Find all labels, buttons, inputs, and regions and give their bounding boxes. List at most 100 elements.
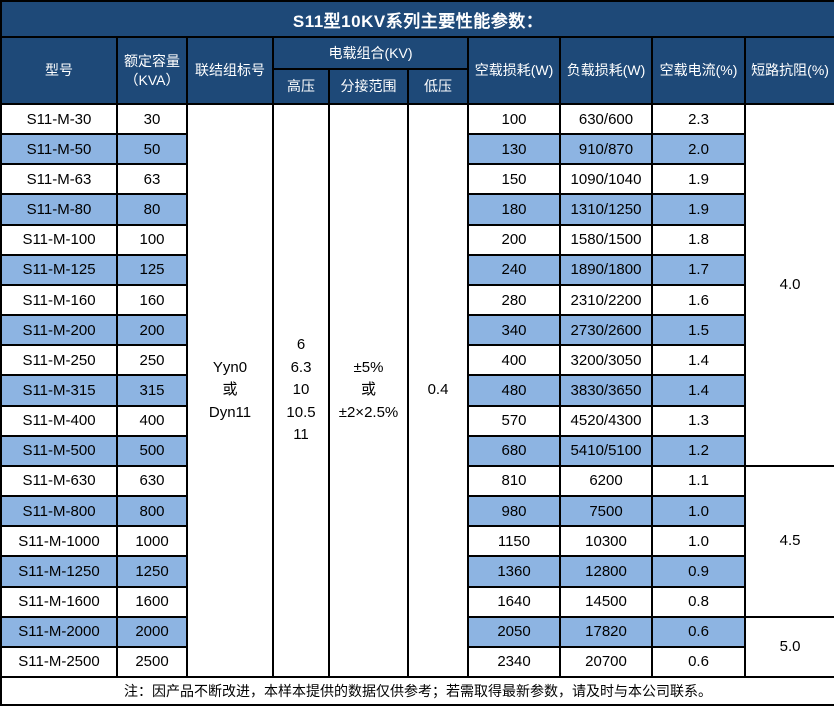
table-row: S11-M-200 200 340 2730/2600 1.5 — [0, 314, 834, 347]
col-header-impedance: 短路抗阻(%) — [743, 36, 834, 105]
capacity-cell: 800 — [116, 495, 188, 528]
no-load-loss-cell: 680 — [467, 434, 561, 467]
col-header-tap-range: 分接范围 — [328, 68, 409, 105]
no-load-loss-cell: 480 — [467, 374, 561, 407]
model-cell: S11-M-1600 — [0, 585, 118, 618]
title-row: S11型10KV系列主要性能参数： — [0, 0, 834, 38]
table-body: S11-M-30 30 Yyn0 或 Dyn11 6 6.3 10 10.5 11 ±5… — [0, 102, 834, 679]
load-loss-cell: 17820 — [559, 615, 653, 648]
table-row: S11-M-800 800 980 7500 1.0 — [0, 495, 834, 528]
capacity-cell: 80 — [116, 193, 188, 226]
no-load-current-cell: 1.0 — [651, 525, 746, 558]
capacity-cell: 63 — [116, 163, 188, 196]
load-loss-cell: 1580/1500 — [559, 223, 653, 256]
impedance-cell: 4.0 — [743, 103, 834, 467]
no-load-current-cell: 1.5 — [651, 314, 746, 347]
capacity-cell: 200 — [116, 314, 188, 347]
model-cell: S11-M-315 — [0, 374, 118, 407]
table-row: S11-M-125 125 240 1890/1800 1.7 — [0, 253, 834, 286]
model-cell: S11-M-200 — [0, 314, 118, 347]
capacity-cell: 2500 — [116, 645, 188, 679]
table-row: S11-M-250 250 400 3200/3050 1.4 — [0, 344, 834, 377]
no-load-loss-cell: 150 — [467, 163, 561, 196]
load-loss-cell: 5410/5100 — [559, 434, 653, 467]
no-load-loss-cell: 340 — [467, 314, 561, 347]
col-header-hv: 高压 — [272, 68, 330, 105]
model-cell: S11-M-2000 — [0, 615, 118, 648]
no-load-loss-cell: 130 — [467, 133, 561, 166]
table-row: S11-M-30 30 Yyn0 或 Dyn11 6 6.3 10 10.5 11 ±5… — [0, 102, 834, 678]
table-row: S11-M-50 50 130 910/870 2.0 — [0, 133, 834, 166]
impedance-cell: 5.0 — [743, 615, 834, 679]
load-loss-cell: 1090/1040 — [559, 163, 653, 196]
capacity-header-line1: 额定容量 — [124, 52, 180, 69]
load-loss-cell: 1890/1800 — [559, 253, 653, 286]
load-loss-cell: 3200/3050 — [559, 344, 653, 377]
col-header-voltage-group: 电载组合(KV) — [272, 36, 469, 70]
col-header-no-load-loss: 空载损耗(W) — [467, 36, 561, 105]
table-row: S11-M-2500 2500 2340 20700 0.6 — [0, 645, 834, 679]
no-load-current-cell: 1.1 — [651, 464, 746, 498]
model-cell: S11-M-63 — [0, 163, 118, 196]
no-load-loss-cell: 2050 — [467, 615, 561, 648]
no-load-current-cell: 0.6 — [651, 615, 746, 648]
capacity-cell: 500 — [116, 434, 188, 467]
no-load-current-cell: 1.4 — [651, 374, 746, 407]
no-load-current-cell: 2.0 — [651, 133, 746, 166]
no-load-current-cell: 1.4 — [651, 344, 746, 377]
hv-cell: 6 6.3 10 10.5 11 — [272, 103, 330, 678]
table-row: S11-M-1250 1250 1360 12800 0.9 — [0, 555, 834, 588]
capacity-cell: 30 — [116, 102, 188, 136]
model-cell: S11-M-100 — [0, 223, 118, 256]
col-header-no-load-current: 空载电流(%) — [651, 36, 746, 105]
load-loss-cell: 3830/3650 — [559, 374, 653, 407]
capacity-cell: 1250 — [116, 555, 188, 588]
load-loss-cell: 1310/1250 — [559, 193, 653, 226]
load-loss-cell: 10300 — [559, 525, 653, 558]
capacity-cell: 1000 — [116, 525, 188, 558]
table-row: S11-M-63 63 150 1090/1040 1.9 — [0, 163, 834, 196]
no-load-loss-cell: 2340 — [467, 645, 561, 679]
col-header-load-loss: 负载损耗(W) — [559, 36, 653, 105]
no-load-current-cell: 0.6 — [651, 645, 746, 679]
load-loss-cell: 6200 — [559, 464, 653, 498]
capacity-cell: 630 — [116, 464, 188, 498]
no-load-loss-cell: 1360 — [467, 555, 561, 588]
load-loss-cell: 4520/4300 — [559, 404, 653, 437]
load-loss-cell: 7500 — [559, 495, 653, 528]
header-row-1: 型号 额定容量 （KVA） 联结组标号 电载组合(KV) 空载损耗(W) 负载损耗… — [0, 36, 834, 105]
load-loss-cell: 20700 — [559, 645, 653, 679]
model-cell: S11-M-80 — [0, 193, 118, 226]
no-load-current-cell: 1.7 — [651, 253, 746, 286]
no-load-loss-cell: 180 — [467, 193, 561, 226]
col-header-lv: 低压 — [407, 68, 469, 105]
no-load-loss-cell: 570 — [467, 404, 561, 437]
model-cell: S11-M-1250 — [0, 555, 118, 588]
impedance-cell: 4.5 — [743, 464, 834, 618]
note-row: 注：因产品不断改进，本样本提供的数据仅供参考；若需取得最新参数，请及时与本公司联… — [0, 676, 834, 706]
connection-cell: Yyn0 或 Dyn11 — [186, 103, 274, 678]
model-cell: S11-M-1000 — [0, 525, 118, 558]
table-row: S11-M-315 315 480 3830/3650 1.4 — [0, 374, 834, 407]
model-cell: S11-M-160 — [0, 283, 118, 317]
no-load-current-cell: 1.6 — [651, 283, 746, 317]
load-loss-cell: 630/600 — [559, 102, 653, 136]
col-header-model: 型号 — [0, 36, 118, 105]
no-load-loss-cell: 280 — [467, 283, 561, 317]
table-row: S11-M-100 100 200 1580/1500 1.8 — [0, 223, 834, 256]
capacity-cell: 250 — [116, 344, 188, 377]
model-cell: S11-M-400 — [0, 404, 118, 437]
no-load-loss-cell: 240 — [467, 253, 561, 286]
capacity-cell: 1600 — [116, 585, 188, 618]
model-cell: S11-M-500 — [0, 434, 118, 467]
no-load-loss-cell: 1640 — [467, 585, 561, 618]
no-load-loss-cell: 200 — [467, 223, 561, 256]
no-load-loss-cell: 400 — [467, 344, 561, 377]
capacity-cell: 160 — [116, 283, 188, 317]
no-load-current-cell: 1.9 — [651, 193, 746, 226]
table-row: S11-M-400 400 570 4520/4300 1.3 — [0, 404, 834, 437]
no-load-current-cell: 1.0 — [651, 495, 746, 528]
capacity-cell: 315 — [116, 374, 188, 407]
